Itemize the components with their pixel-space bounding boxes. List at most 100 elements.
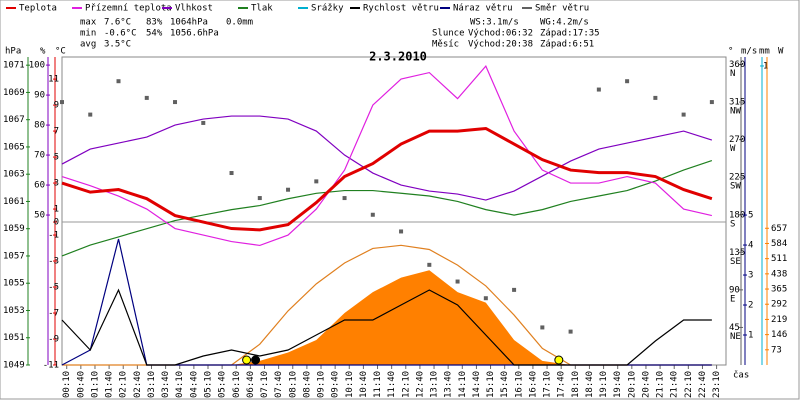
y-tick-label: 5 (748, 211, 753, 221)
legend-label: Srážky (311, 4, 344, 14)
axis-unit: m/s (741, 47, 757, 57)
stat-text: 3.5°C (104, 40, 131, 50)
y-tick-label: 80 (34, 121, 45, 131)
compass-label: NW (730, 107, 741, 117)
chart-title: 2.3.2010 (369, 50, 427, 64)
direction-dot (596, 87, 601, 92)
y-tick-label: 1055 (3, 279, 25, 289)
x-tick-label: 20:10 (627, 371, 637, 398)
y-tick-label: 292 (771, 300, 787, 310)
y-tick-label: 135 (729, 248, 745, 258)
legend-label: Směr větru (535, 4, 589, 14)
y-tick-label: -1 (48, 231, 59, 241)
x-tick-label: 08:40 (302, 371, 312, 398)
x-tick-label: 17:10 (543, 371, 553, 398)
direction-dot (512, 287, 517, 292)
y-tick-label: 9 (54, 101, 59, 111)
info-text: WG:4.2m/s (540, 18, 589, 28)
y-tick-label: 1 (54, 205, 59, 215)
axis-unit: W (778, 47, 784, 57)
y-tick-label: 1 (748, 331, 753, 341)
y-tick-label: 1069 (3, 88, 25, 98)
x-tick-label: 14:40 (472, 371, 482, 398)
y-tick-label: 60 (34, 181, 45, 191)
x-tick-label: 05:10 (203, 371, 213, 398)
x-tick-label: 09:40 (331, 371, 341, 398)
legend-label: Teplota (19, 4, 57, 14)
legend-label: Rychlost větru (363, 4, 439, 14)
y-tick-label: 270 (729, 135, 745, 145)
x-tick-label: 10:40 (359, 371, 369, 398)
info-text: Slunce (432, 29, 465, 39)
info-text: Východ:06:32 (468, 29, 533, 39)
y-tick-label: 0 (54, 218, 59, 228)
x-tick-label: 23:10 (712, 371, 722, 398)
x-tick-label: 09:10 (317, 371, 327, 398)
direction-dot (144, 95, 149, 100)
axis-unit: °C (55, 47, 66, 57)
y-tick-label: 5 (54, 153, 59, 163)
x-axis-label: čas (733, 370, 749, 381)
series-line (61, 288, 712, 366)
info-text: Západ:6:51 (540, 40, 594, 50)
axis-unit: mm (759, 47, 770, 57)
info-text: Východ:20:38 (468, 40, 533, 50)
compass-label: E (730, 294, 735, 304)
sun-moon-marker (251, 355, 261, 365)
stat-text: min (80, 29, 96, 39)
y-tick-label: 4 (748, 241, 753, 251)
x-tick-label: 07:10 (260, 371, 270, 398)
direction-dot (229, 171, 234, 176)
compass-label: SE (730, 257, 741, 267)
x-tick-label: 00:10 (62, 371, 72, 398)
x-tick-label: 16:10 (514, 371, 524, 398)
stat-text: 7.6°C (104, 18, 131, 28)
series-line (61, 160, 713, 257)
direction-dot (88, 112, 93, 117)
x-tick-label: 20:40 (641, 371, 651, 398)
direction-dot (681, 112, 686, 117)
axis-unit: ° (728, 47, 733, 57)
info-text: WS:3.1m/s (470, 18, 519, 28)
y-tick-label: 1049 (3, 361, 25, 371)
legend-label: Vlhkost (175, 4, 213, 14)
series-line (61, 64, 713, 247)
y-tick-label: 1053 (3, 306, 25, 316)
y-tick-label: -7 (48, 309, 59, 319)
axis-unit: % (40, 47, 46, 57)
y-tick-label: 1071 (3, 61, 25, 71)
direction-dot (173, 100, 178, 105)
y-tick-label: 360 (729, 60, 745, 70)
direction-dot (568, 329, 573, 334)
y-tick-label: 1059 (3, 224, 25, 234)
y-tick-label: 219 (771, 315, 787, 325)
y-tick-label: -3 (48, 257, 59, 267)
direction-dot (60, 100, 64, 105)
y-tick-label: 225 (729, 173, 745, 183)
direction-dot (625, 79, 630, 84)
sun-moon-marker (554, 355, 564, 365)
x-tick-label: 01:10 (90, 371, 100, 398)
y-tick-label: -5 (48, 283, 59, 293)
direction-dot (286, 187, 291, 192)
solar-area (62, 270, 712, 365)
y-tick-label: 315 (729, 98, 745, 108)
x-tick-label: 11:10 (373, 371, 383, 398)
direction-dot (370, 212, 375, 217)
y-tick-label: 73 (771, 345, 782, 355)
y-tick-label: -11 (43, 361, 59, 371)
stat-text: 54% (146, 29, 163, 39)
y-tick-label: 180 (729, 210, 745, 220)
x-tick-label: 02:10 (119, 371, 129, 398)
compass-label: SW (730, 182, 741, 192)
x-tick-label: 04:40 (189, 371, 199, 398)
x-tick-label: 13:40 (444, 371, 454, 398)
x-tick-label: 15:40 (500, 371, 510, 398)
legend-label: Přízemní teplota (85, 4, 172, 14)
x-tick-label: 18:10 (571, 371, 581, 398)
direction-dot (455, 279, 460, 284)
x-tick-label: 04:10 (175, 371, 185, 398)
x-tick-label: 01:40 (105, 371, 115, 398)
direction-dot (709, 100, 714, 105)
x-tick-label: 19:10 (599, 371, 609, 398)
